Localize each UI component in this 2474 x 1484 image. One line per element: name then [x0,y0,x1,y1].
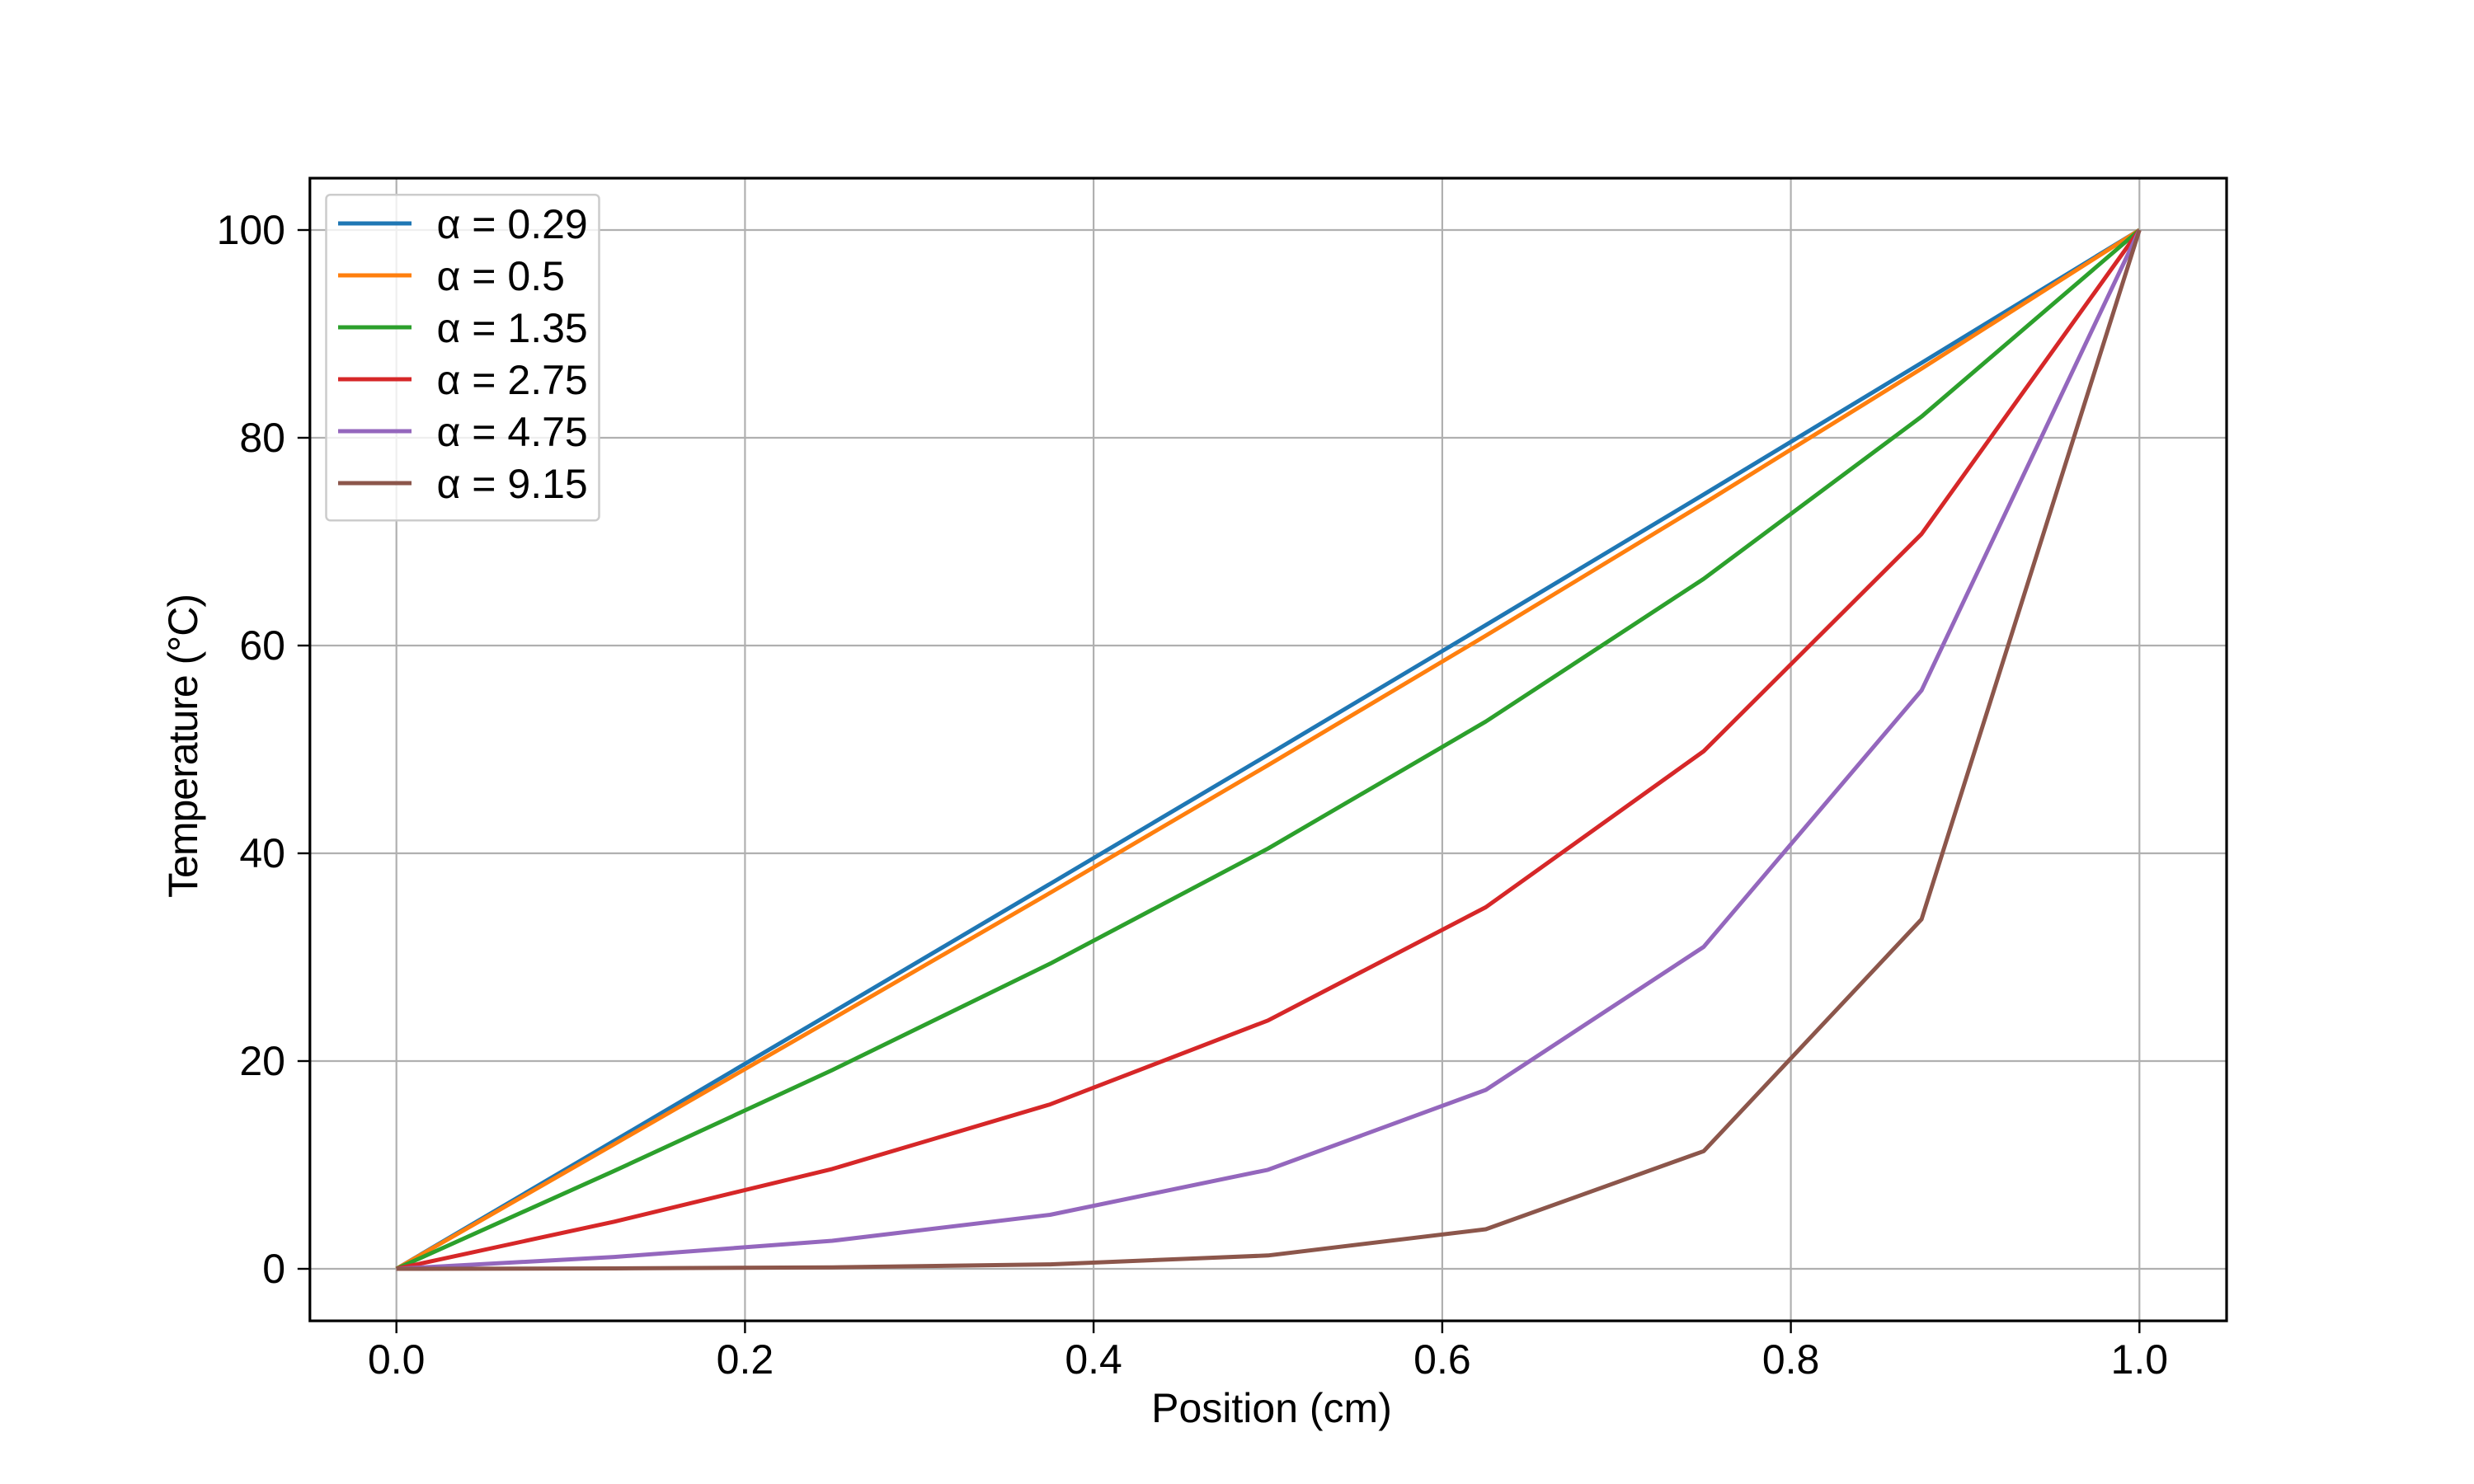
svg-text:α = 0.29: α = 0.29 [437,201,588,247]
svg-text:α = 9.15: α = 9.15 [437,461,588,507]
svg-text:60: 60 [239,622,285,669]
svg-text:α = 0.5: α = 0.5 [437,253,565,299]
svg-text:40: 40 [239,830,285,876]
svg-text:0: 0 [262,1246,285,1292]
svg-text:α = 4.75: α = 4.75 [437,409,588,455]
svg-text:α = 1.35: α = 1.35 [437,305,588,351]
svg-text:100: 100 [217,207,285,253]
svg-text:0.8: 0.8 [1762,1336,1820,1383]
svg-text:0.4: 0.4 [1065,1336,1122,1383]
svg-text:0.6: 0.6 [1413,1336,1471,1383]
svg-text:Position (cm): Position (cm) [1151,1385,1392,1431]
svg-text:80: 80 [239,415,285,461]
svg-text:0.2: 0.2 [717,1336,774,1383]
svg-text:20: 20 [239,1038,285,1084]
svg-text:α = 2.75: α = 2.75 [437,357,588,403]
svg-text:0.0: 0.0 [368,1336,426,1383]
svg-text:Temperature (°C): Temperature (°C) [160,594,206,898]
svg-text:1.0: 1.0 [2111,1336,2169,1383]
